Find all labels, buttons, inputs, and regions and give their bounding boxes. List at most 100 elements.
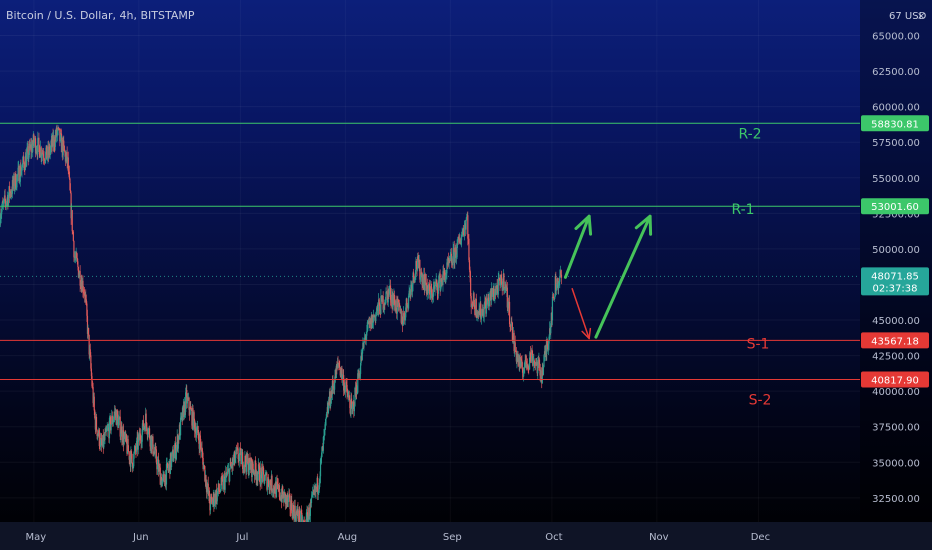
candle-body — [70, 193, 72, 219]
candle-body — [346, 384, 348, 393]
candle-body — [163, 473, 165, 482]
candle-body — [467, 215, 469, 239]
support-resistance-levels: R-2 R-1 S-1 S-2 — [0, 122, 860, 409]
candle-body — [307, 516, 309, 526]
candle-body — [100, 438, 103, 446]
candle-body — [463, 225, 466, 237]
candle-body — [213, 493, 215, 507]
candle-body — [146, 431, 148, 436]
candle-body — [468, 260, 471, 270]
arrow-shaft — [563, 214, 591, 279]
candle-body — [414, 278, 416, 281]
candle-body — [65, 155, 67, 162]
candle-body — [21, 167, 23, 171]
candle-body — [60, 133, 62, 135]
candle-body — [318, 482, 320, 490]
candle-body — [203, 465, 205, 467]
candle-body — [359, 362, 362, 374]
level-price-badge — [861, 371, 929, 388]
candle-body — [383, 303, 385, 309]
candle-body — [395, 300, 397, 312]
candle-body — [441, 279, 443, 282]
candle-body — [40, 147, 42, 158]
y-tick-label: 57500.00 — [872, 138, 920, 149]
candle-body — [239, 448, 241, 456]
candle-body — [248, 469, 250, 475]
price-candles — [0, 124, 563, 536]
candle-body — [219, 490, 221, 492]
candle-body — [317, 478, 319, 494]
x-tick-label: Jul — [235, 532, 248, 543]
candle-body — [498, 277, 501, 281]
candle-body — [171, 451, 173, 457]
time-axis[interactable]: May Jun Jul Aug Sep Oct Nov Dec — [0, 522, 932, 550]
candle-body — [437, 281, 440, 294]
candle-body — [41, 152, 43, 156]
y-tick-label: 32500.00 — [872, 494, 920, 505]
candle-body — [197, 426, 199, 436]
candle-body — [481, 309, 483, 316]
price-axis[interactable]: 67 USD × 32500.00 35000.00 37500.00 40000.0… — [860, 0, 932, 522]
candle-body — [269, 480, 271, 485]
candle-body — [489, 293, 491, 302]
candle-body — [157, 459, 160, 472]
candle-body — [516, 357, 518, 362]
candle-body — [353, 406, 355, 412]
candle-body — [283, 492, 286, 503]
y-tick-label: 40000.00 — [872, 387, 920, 398]
candle-body — [242, 452, 244, 470]
candle-body — [26, 148, 28, 154]
candle-body — [337, 362, 339, 364]
candle-body — [237, 448, 239, 459]
candle-body — [484, 301, 486, 304]
candle-body — [386, 291, 388, 294]
candle-body — [357, 373, 359, 393]
candle-body — [86, 303, 88, 316]
candle-body — [96, 429, 98, 436]
candle-body — [251, 461, 253, 478]
candle-body — [493, 297, 495, 299]
x-tick-label: Nov — [649, 532, 669, 543]
candle-body — [402, 324, 404, 326]
candle-body — [156, 461, 159, 470]
candle-body — [67, 157, 69, 172]
settings-x-icon[interactable]: × — [917, 11, 925, 22]
candle-body — [486, 299, 489, 305]
candle-body — [28, 154, 30, 160]
candle-body — [491, 288, 493, 297]
candle-body — [276, 481, 278, 483]
candle-body — [301, 513, 303, 526]
candle-body — [148, 428, 151, 439]
candle-body — [341, 367, 343, 380]
candle-body — [434, 284, 436, 289]
candle-body — [528, 367, 530, 369]
candle-body — [269, 480, 271, 490]
candle-body — [211, 497, 213, 499]
candle-body — [444, 270, 446, 276]
candle-body — [510, 326, 512, 328]
candle-body — [540, 370, 542, 379]
candle-body — [499, 275, 502, 286]
candle-body — [180, 416, 182, 418]
candle-body — [393, 294, 396, 304]
candle-body — [176, 444, 178, 453]
candle-body — [236, 447, 238, 451]
candle-body — [379, 304, 381, 315]
candle-body — [339, 366, 341, 368]
candle-body — [91, 376, 93, 387]
candle-body — [73, 240, 75, 258]
candle-body — [384, 302, 387, 304]
candle-body — [528, 362, 530, 368]
candle-body — [525, 354, 527, 362]
candle-body — [252, 461, 254, 470]
candle-body — [480, 315, 482, 320]
candle-body — [205, 475, 207, 486]
candle-body — [112, 422, 114, 424]
candle-body — [139, 433, 142, 440]
candle-body — [318, 489, 320, 492]
candle-body — [189, 406, 191, 415]
candle-body — [120, 433, 122, 437]
candle-body — [34, 138, 37, 154]
